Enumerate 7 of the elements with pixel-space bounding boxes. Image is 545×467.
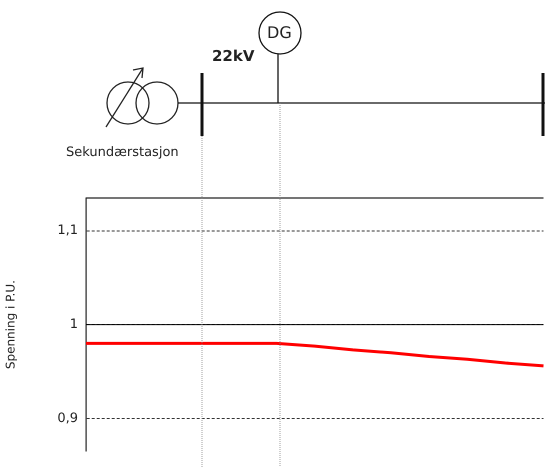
text: DG (267, 23, 292, 42)
y-tick-label: 1 (70, 316, 78, 332)
y-tick-label: 0,9 (57, 410, 78, 426)
text: Sekundærstasjon (66, 145, 179, 160)
text: 22kV (212, 47, 254, 65)
y-tick-label: 1,1 (57, 223, 78, 238)
y-axis-title: Spenning i P.U. (3, 280, 18, 370)
